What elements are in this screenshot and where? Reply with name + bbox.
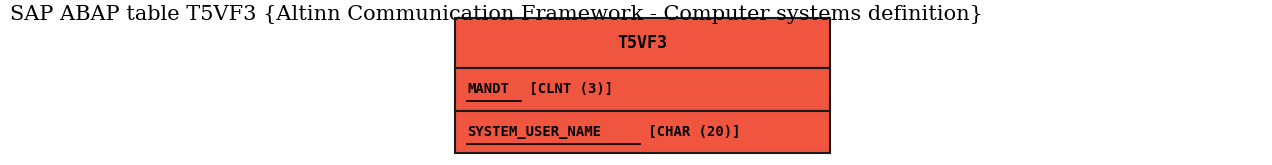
Text: [CLNT (3)]: [CLNT (3)] [522,82,613,96]
Text: T5VF3: T5VF3 [617,34,668,52]
Bar [455,111,831,153]
Text: SAP ABAP table T5VF3 {Altinn Communication Framework - Computer systems definiti: SAP ABAP table T5VF3 {Altinn Communicati… [10,5,983,24]
Text: SYSTEM_USER_NAME: SYSTEM_USER_NAME [468,125,602,139]
Bar [455,18,831,68]
Bar [455,68,831,111]
Text: MANDT: MANDT [468,82,509,96]
Text: [CHAR (20)]: [CHAR (20)] [640,125,740,139]
